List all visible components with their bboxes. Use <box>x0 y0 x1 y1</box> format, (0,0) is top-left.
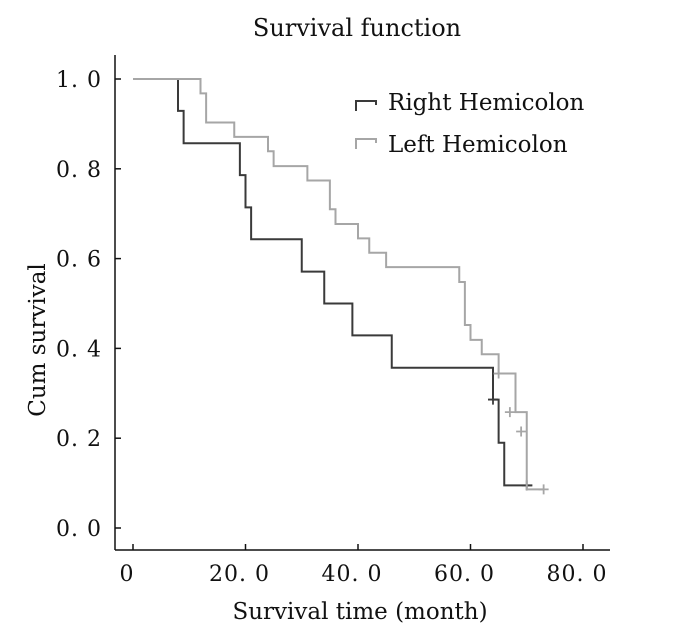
legend-swatch-left-hemicolon <box>355 138 377 149</box>
censor-mark-left-hemicolon <box>538 484 549 495</box>
x-tick-label: 40. 0 <box>322 562 383 587</box>
y-tick-label: 0. 0 <box>56 517 102 542</box>
y-axis-ticks: 0. 0 0. 2 0. 4 0. 6 0. 8 1. 0 <box>56 68 121 542</box>
series-left-hemicolon <box>133 78 549 495</box>
censor-mark-left-hemicolon <box>493 368 504 379</box>
y-tick-label: 0. 6 <box>56 248 102 273</box>
censor-mark-left-hemicolon <box>516 426 527 437</box>
legend-swatch-right-hemicolon <box>355 100 377 111</box>
legend-label-right-hemicolon: Right Hemicolon <box>388 90 585 116</box>
y-tick-label: 0. 8 <box>56 158 102 183</box>
legend-label-left-hemicolon: Left Hemicolon <box>388 132 568 158</box>
y-tick-label: 1. 0 <box>56 68 102 93</box>
y-tick-label: 0. 2 <box>56 427 102 452</box>
censor-mark-left-hemicolon <box>504 407 515 418</box>
y-axis-title: Cum survival <box>25 263 51 417</box>
survival-curve-left-hemicolon <box>133 78 544 491</box>
x-tick-label: 20. 0 <box>209 562 270 587</box>
x-tick-label: 0 <box>120 562 135 587</box>
x-tick-label: 80. 0 <box>547 562 608 587</box>
x-axis-title: Survival time (month) <box>232 599 487 625</box>
series-layer <box>133 78 549 495</box>
x-tick-label: 60. 0 <box>434 562 495 587</box>
chart-title: Survival function <box>253 14 461 42</box>
censor-mark-right-hemicolon <box>488 394 498 405</box>
legend: Right Hemicolon Left Hemicolon <box>355 90 585 158</box>
x-axis-ticks: 0 20. 0 40. 0 60. 0 80. 0 <box>120 544 608 587</box>
y-tick-label: 0. 4 <box>56 337 102 362</box>
